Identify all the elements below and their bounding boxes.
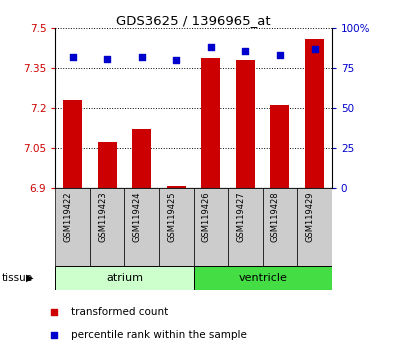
Bar	[98, 143, 117, 188]
Text: GSM119422: GSM119422	[64, 192, 73, 242]
Bar	[159, 188, 194, 266]
Text: GSM119427: GSM119427	[236, 192, 245, 242]
Bar	[194, 188, 228, 266]
Title: GDS3625 / 1396965_at: GDS3625 / 1396965_at	[116, 14, 271, 27]
Bar	[63, 100, 82, 188]
Bar	[236, 60, 255, 188]
Bar	[132, 129, 151, 188]
Point	[242, 48, 248, 53]
Bar	[55, 188, 90, 266]
Text: GSM119428: GSM119428	[271, 192, 280, 242]
Point	[173, 57, 179, 63]
Text: ▶: ▶	[26, 273, 33, 283]
Bar	[305, 39, 324, 188]
Text: ventricle: ventricle	[238, 273, 287, 283]
Text: GSM119426: GSM119426	[202, 192, 211, 242]
Text: GSM119424: GSM119424	[133, 192, 142, 242]
Point	[104, 56, 110, 62]
Bar	[194, 266, 332, 290]
Text: GSM119425: GSM119425	[167, 192, 176, 242]
Text: GSM119423: GSM119423	[98, 192, 107, 242]
Bar	[167, 186, 186, 188]
Bar	[90, 188, 124, 266]
Point	[311, 46, 318, 52]
Text: transformed count: transformed count	[71, 307, 168, 317]
Text: tissue: tissue	[2, 273, 33, 283]
Bar	[55, 266, 194, 290]
Bar	[297, 188, 332, 266]
Text: atrium: atrium	[106, 273, 143, 283]
Bar	[201, 58, 220, 188]
Bar	[124, 188, 159, 266]
Point	[277, 53, 283, 58]
Text: percentile rank within the sample: percentile rank within the sample	[71, 330, 247, 339]
Point	[273, 4, 280, 10]
Point	[273, 207, 280, 212]
Bar	[263, 188, 297, 266]
Point	[208, 45, 214, 50]
Text: GSM119429: GSM119429	[305, 192, 314, 242]
Point	[70, 54, 76, 60]
Bar	[228, 188, 263, 266]
Bar	[271, 105, 290, 188]
Point	[139, 54, 145, 60]
